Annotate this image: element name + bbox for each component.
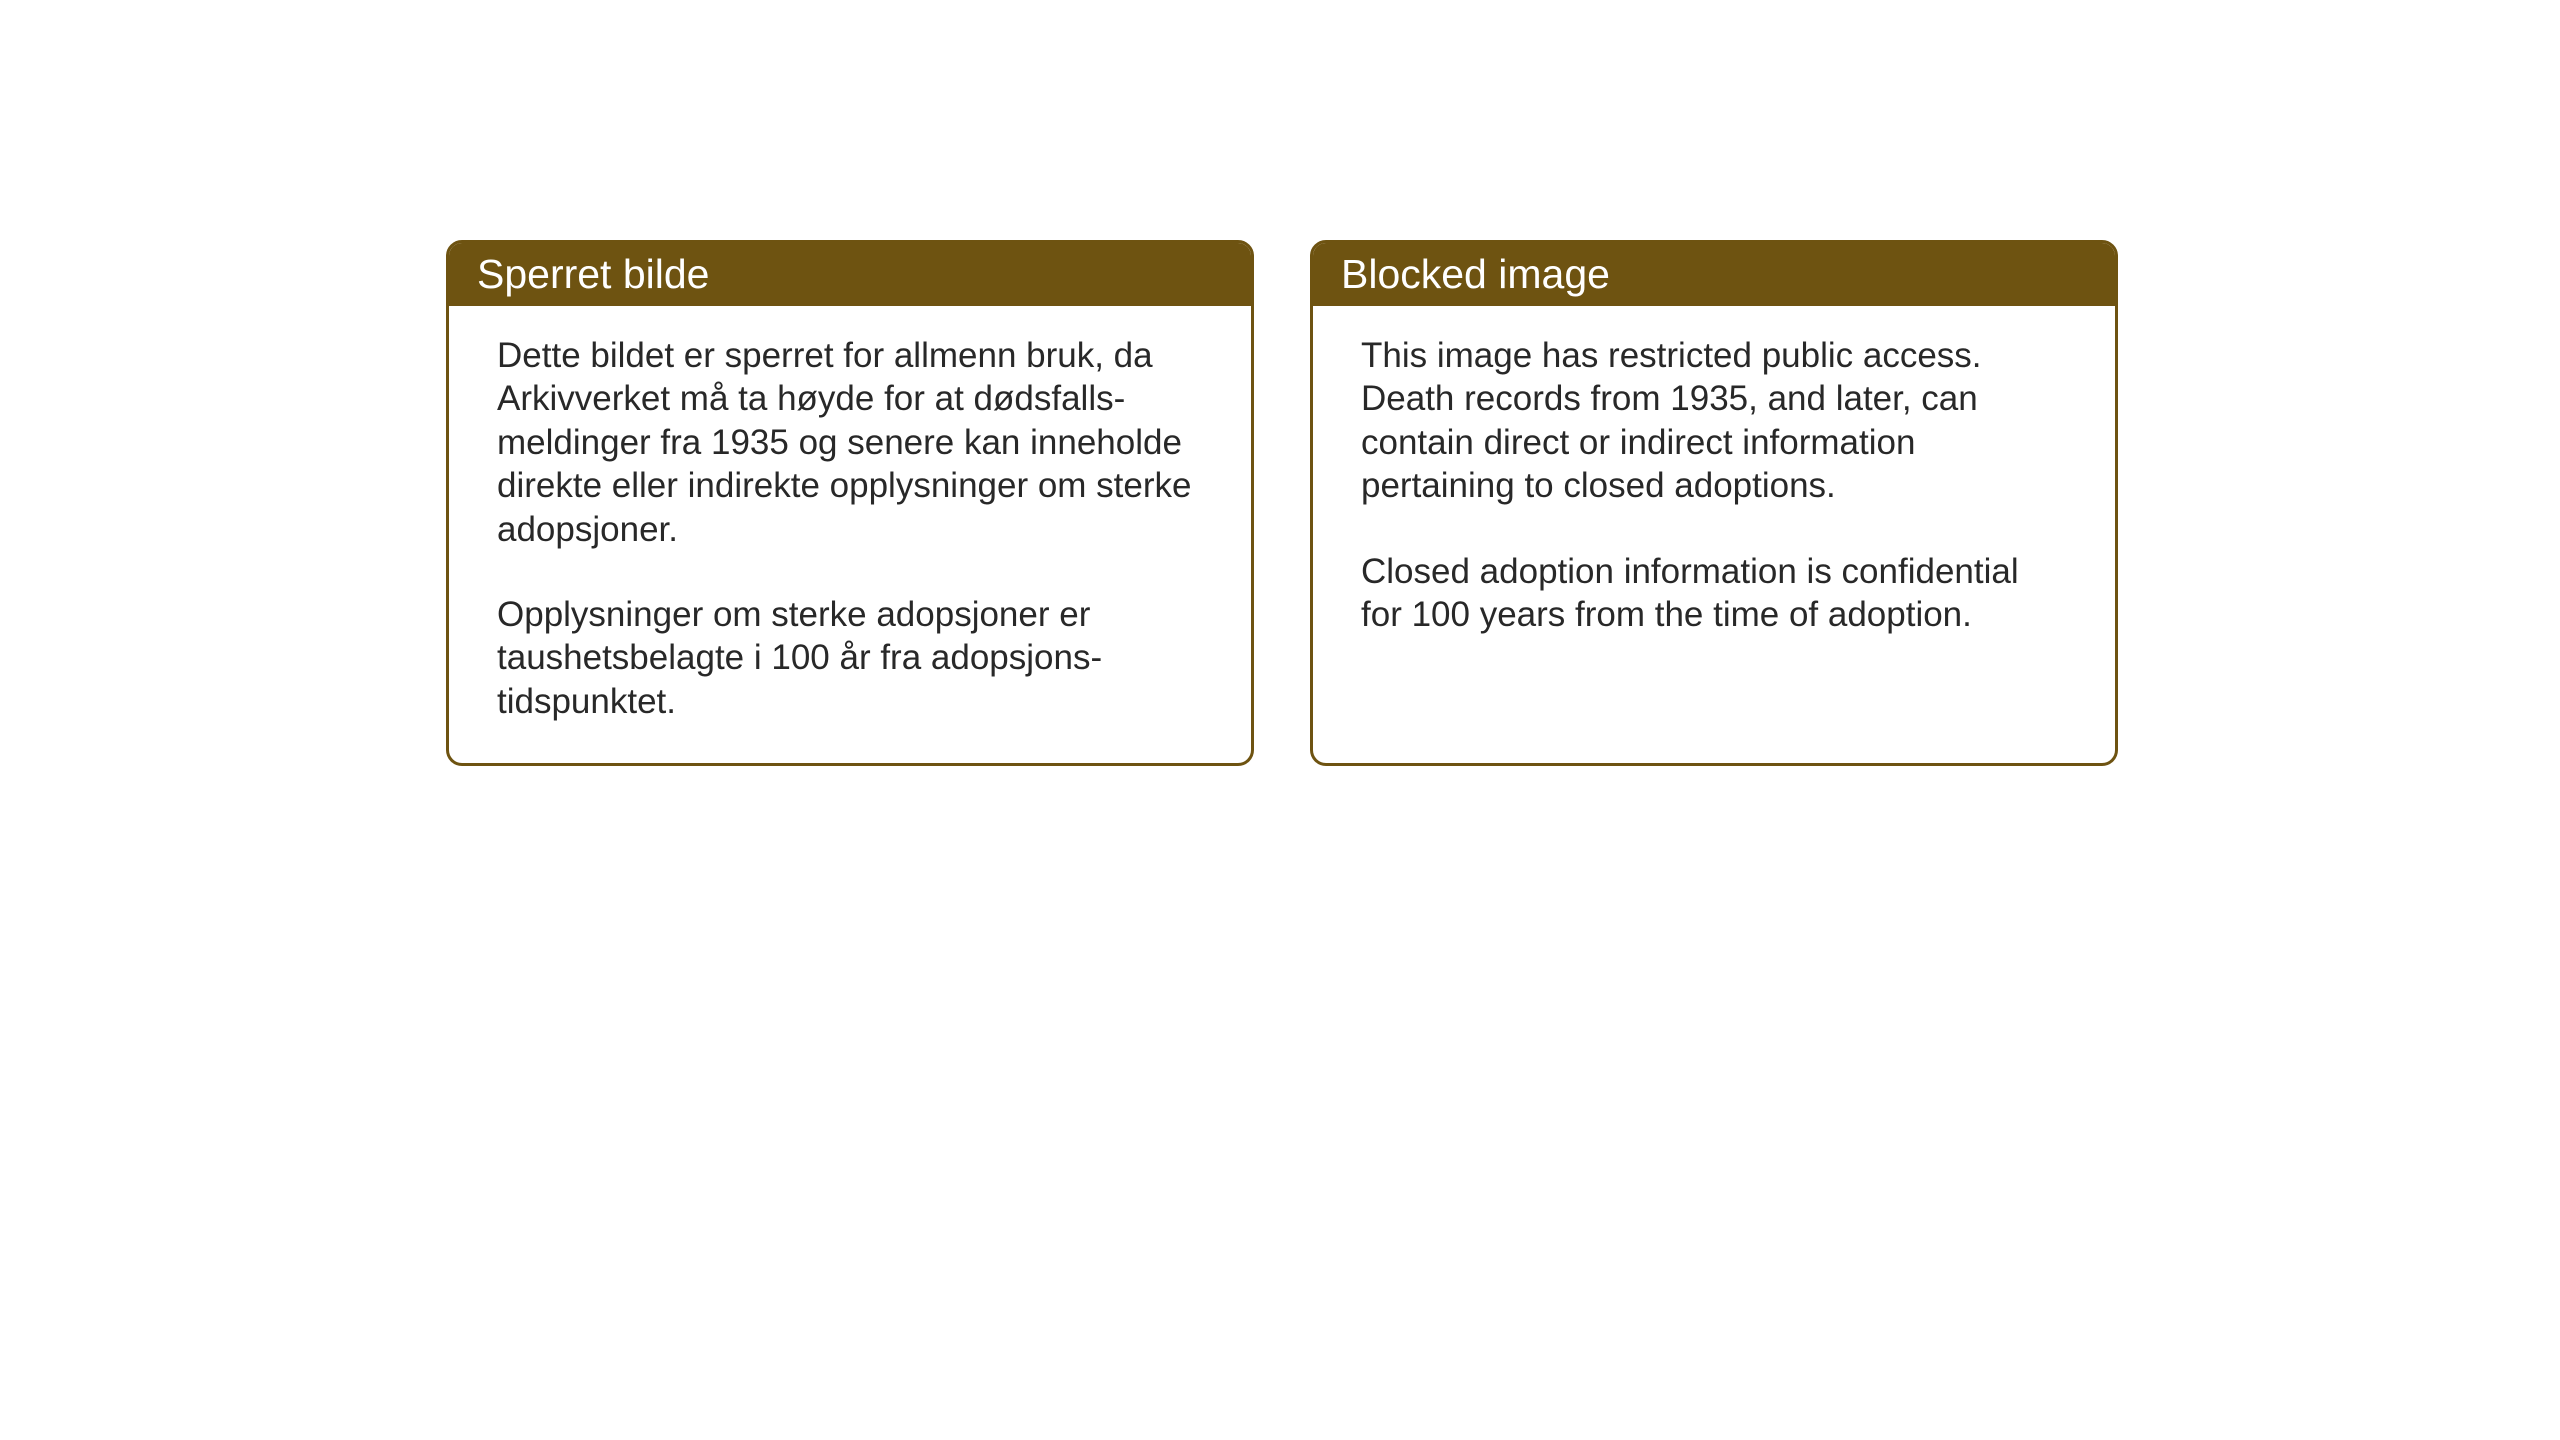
notices-container: Sperret bilde Dette bildet er sperret fo… (446, 240, 2118, 766)
notice-header-norwegian: Sperret bilde (449, 243, 1251, 306)
notice-body-english: This image has restricted public access.… (1313, 306, 2115, 676)
notice-header-english: Blocked image (1313, 243, 2115, 306)
notice-paragraph-2-english: Closed adoption information is confident… (1361, 550, 2067, 637)
notice-box-norwegian: Sperret bilde Dette bildet er sperret fo… (446, 240, 1254, 766)
notice-paragraph-1-english: This image has restricted public access.… (1361, 334, 2067, 508)
notice-title-english: Blocked image (1341, 251, 1610, 297)
notice-paragraph-1-norwegian: Dette bildet er sperret for allmenn bruk… (497, 334, 1203, 551)
notice-title-norwegian: Sperret bilde (477, 251, 709, 297)
notice-box-english: Blocked image This image has restricted … (1310, 240, 2118, 766)
notice-body-norwegian: Dette bildet er sperret for allmenn bruk… (449, 306, 1251, 763)
notice-paragraph-2-norwegian: Opplysninger om sterke adopsjoner er tau… (497, 593, 1203, 723)
